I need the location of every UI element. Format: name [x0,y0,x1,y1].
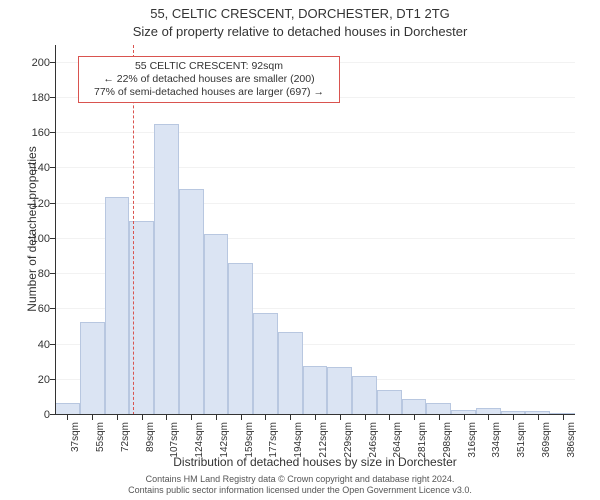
x-tick-label: 89sqm [145,422,156,452]
y-axis-title: Number of detached properties [25,129,39,329]
x-tick-mark [389,415,390,420]
chart-container: 55, CELTIC CRESCENT, DORCHESTER, DT1 2TG… [0,0,600,500]
plot-area: 55 CELTIC CRESCENT: 92sqm← 22% of detach… [55,45,575,415]
histogram-bar [327,367,352,415]
y-tick-label: 180 [10,92,50,104]
x-tick-label: 124sqm [194,422,205,458]
x-tick-mark [117,415,118,420]
x-tick-label: 212sqm [318,422,329,458]
chart-title-address: 55, CELTIC CRESCENT, DORCHESTER, DT1 2TG [0,6,600,21]
x-tick-label: 229sqm [343,422,354,458]
y-tick-mark [50,379,55,380]
x-tick-label: 72sqm [120,422,131,452]
x-tick-mark [464,415,465,420]
x-tick-mark [439,415,440,420]
x-tick-mark [315,415,316,420]
y-tick-mark [50,62,55,63]
x-tick-label: 316sqm [467,422,478,458]
x-tick-labels: 37sqm 55sqm 72sqm 89sqm 107sqm 124sqm 142sqm 15… [55,415,575,460]
x-tick-mark [191,415,192,420]
chart-subtitle: Size of property relative to detached ho… [0,24,600,39]
x-tick-label: 264sqm [392,422,403,458]
x-tick-mark [216,415,217,420]
histogram-bar [154,124,179,415]
y-tick-mark [50,203,55,204]
y-tick-label: 20 [10,374,50,386]
y-tick-mark [50,238,55,239]
footer-attribution: Contains HM Land Registry data © Crown c… [0,474,600,496]
y-tick-mark [50,167,55,168]
x-tick-label: 142sqm [219,422,230,458]
x-tick-label: 369sqm [541,422,552,458]
x-tick-mark [538,415,539,420]
y-tick-mark [50,344,55,345]
x-tick-label: 386sqm [566,422,577,458]
y-tick-label: 40 [10,339,50,351]
y-axis-line [55,45,56,415]
histogram-bar [377,390,402,415]
x-tick-label: 298sqm [442,422,453,458]
histogram-bar [228,263,253,415]
histogram-bar [352,376,377,415]
x-tick-mark [67,415,68,420]
footer-line-2: Contains public sector information licen… [0,485,600,496]
x-tick-mark [142,415,143,420]
x-tick-mark [365,415,366,420]
histogram-bar [179,189,204,415]
histogram-bar [402,399,427,415]
x-tick-label: 334sqm [491,422,502,458]
annotation-box: 55 CELTIC CRESCENT: 92sqm← 22% of detach… [78,56,340,103]
x-tick-mark [241,415,242,420]
histogram-bar [105,197,130,415]
histogram-bar [80,322,105,415]
x-tick-label: 37sqm [70,422,81,452]
x-tick-mark [414,415,415,420]
x-tick-mark [340,415,341,420]
histogram-bar [278,332,303,415]
x-tick-label: 107sqm [169,422,180,458]
x-tick-mark [166,415,167,420]
x-tick-mark [488,415,489,420]
x-tick-label: 159sqm [244,422,255,458]
annotation-line-2: ← 22% of detached houses are smaller (20… [85,73,333,86]
annotation-line-3: 77% of semi-detached houses are larger (… [85,86,333,99]
annotation-line-1: 55 CELTIC CRESCENT: 92sqm [85,60,333,73]
x-tick-label: 246sqm [368,422,379,458]
footer-line-1: Contains HM Land Registry data © Crown c… [0,474,600,485]
histogram-bar [204,234,229,415]
x-tick-label: 281sqm [417,422,428,458]
x-tick-mark [563,415,564,420]
x-tick-mark [265,415,266,420]
histogram-bar [303,366,328,415]
x-axis-title: Distribution of detached houses by size … [55,455,575,469]
y-tick-mark [50,308,55,309]
y-tick-mark [50,97,55,98]
histogram-bar [253,313,278,415]
x-tick-label: 177sqm [268,422,279,458]
y-tick-mark [50,273,55,274]
x-tick-mark [290,415,291,420]
y-tick-label: 200 [10,57,50,69]
x-tick-label: 194sqm [293,422,304,458]
x-tick-mark [513,415,514,420]
y-tick-mark [50,132,55,133]
x-tick-mark [92,415,93,420]
x-tick-label: 55sqm [95,422,106,452]
x-tick-label: 351sqm [516,422,527,458]
y-tick-label: 0 [10,409,50,421]
